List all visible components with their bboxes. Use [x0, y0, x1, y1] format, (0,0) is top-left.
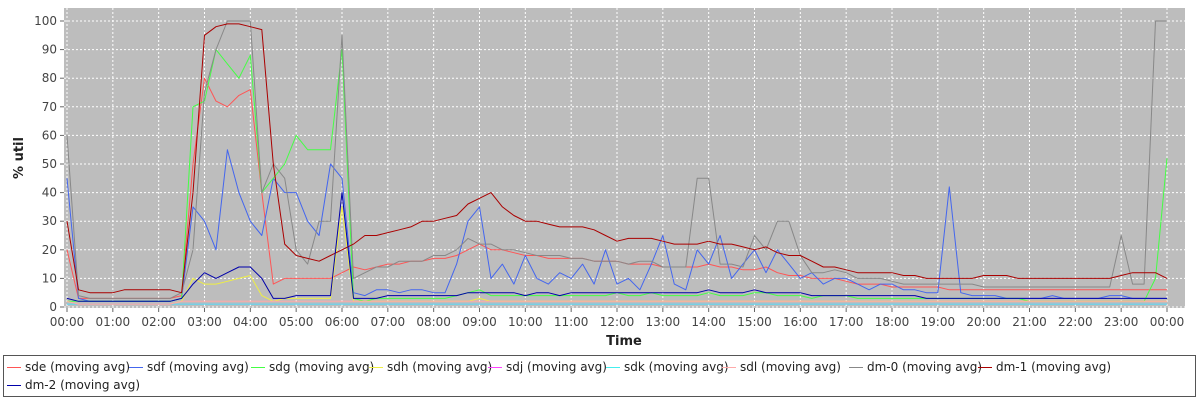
series-line-dm-1: [66, 23, 1168, 294]
legend-item-dm-0: dm-0 (moving avg): [849, 360, 982, 374]
grid-lines: [64, 8, 1185, 308]
x-tick-label: 21:00: [1012, 315, 1047, 329]
x-tick-label: 05:00: [279, 315, 314, 329]
y-tick-label: 40: [42, 186, 57, 200]
x-tick-label: 18:00: [875, 315, 910, 329]
legend-label: dm-2 (moving avg): [25, 378, 141, 392]
y-tick-label: 30: [42, 214, 57, 228]
legend-label: sdh (moving avg): [387, 360, 493, 374]
y-tick-label: 80: [42, 71, 57, 85]
legend-label: sdk (moving avg): [624, 360, 729, 374]
series-line-sdl: [66, 300, 1167, 305]
y-axis-ticks: 0 10 20 30 40 50 60 70 80 90 100: [34, 14, 64, 314]
x-tick-label: 01:00: [96, 315, 131, 329]
legend-label: sde (moving avg): [25, 360, 131, 374]
x-tick-label: 17:00: [829, 315, 864, 329]
y-tick-label: 0: [49, 300, 57, 314]
x-tick-label: 06:00: [325, 315, 360, 329]
legend-item-sdl: sdl (moving avg): [722, 360, 841, 374]
x-tick-label: 09:00: [462, 315, 497, 329]
x-tick-label: 20:00: [966, 315, 1001, 329]
x-axis-title: Time: [606, 334, 642, 349]
x-tick-label: 00:00: [50, 315, 85, 329]
legend-swatch: [369, 366, 383, 368]
x-tick-label: 15:00: [737, 315, 772, 329]
x-tick-label: 08:00: [416, 315, 451, 329]
legend-item-sdf: sdf (moving avg): [129, 360, 249, 374]
x-tick-label: 23:00: [1104, 315, 1139, 329]
x-tick-label: 22:00: [1058, 315, 1093, 329]
x-axis-ticks: 00:00 01:00 02:00 03:00 04:00 05:00 06:00 07:00…: [50, 308, 1185, 329]
legend-label: dm-0 (moving avg): [867, 360, 983, 374]
x-tick-label: 03:00: [187, 315, 222, 329]
series-line-dm-2: [66, 192, 1167, 302]
y-tick-label: 10: [42, 271, 57, 285]
legend-label: sdj (moving avg): [506, 360, 607, 374]
x-tick-label: 19:00: [921, 315, 956, 329]
legend: sde (moving avg) sdf (moving avg) sdg (mov…: [3, 355, 1196, 397]
legend-item-sdh: sdh (moving avg): [369, 360, 492, 374]
legend-swatch: [7, 366, 21, 368]
legend-swatch: [722, 366, 736, 368]
legend-item-sde: sde (moving avg): [7, 360, 130, 374]
legend-swatch: [129, 366, 143, 368]
series-line-sdf: [66, 149, 1167, 302]
x-tick-label: 13:00: [646, 315, 681, 329]
legend-swatch: [251, 366, 265, 368]
x-tick-label: 02:00: [141, 315, 176, 329]
legend-item-dm-2: dm-2 (moving avg): [7, 378, 140, 392]
y-tick-label: 100: [34, 14, 57, 28]
legend-item-sdk: sdk (moving avg): [606, 360, 729, 374]
x-tick-label: 00:00: [1150, 315, 1185, 329]
x-tick-label: 11:00: [554, 315, 589, 329]
x-tick-label: 04:00: [233, 315, 268, 329]
x-tick-label: 12:00: [600, 315, 635, 329]
legend-swatch: [488, 366, 502, 368]
legend-swatch: [606, 366, 620, 368]
legend-label: sdl (moving avg): [740, 360, 841, 374]
legend-swatch: [7, 384, 21, 386]
legend-label: sdg (moving avg): [269, 360, 375, 374]
legend-item-sdj: sdj (moving avg): [488, 360, 607, 374]
y-axis-title: % util: [12, 137, 27, 179]
legend-label: dm-1 (moving avg): [996, 360, 1112, 374]
line-chart: 0 10 20 30 40 50 60 70 80 90 100 00:00 01:00 02:00 03…: [12, 8, 1185, 349]
x-tick-label: 07:00: [371, 315, 406, 329]
legend-item-sdg: sdg (moving avg): [251, 360, 374, 374]
x-tick-label: 10:00: [508, 315, 543, 329]
y-tick-label: 70: [42, 100, 57, 114]
series-line-dm-0: [66, 20, 1167, 299]
y-tick-label: 60: [42, 128, 57, 142]
legend-swatch: [978, 366, 992, 368]
x-tick-label: 16:00: [783, 315, 818, 329]
y-tick-label: 90: [42, 43, 57, 57]
legend-label: sdf (moving avg): [147, 360, 249, 374]
x-tick-label: 14:00: [691, 315, 726, 329]
y-tick-label: 50: [42, 157, 57, 171]
series-lines: [66, 20, 1168, 305]
y-tick-label: 20: [42, 243, 57, 257]
legend-swatch: [849, 366, 863, 368]
legend-item-dm-1: dm-1 (moving avg): [978, 360, 1111, 374]
